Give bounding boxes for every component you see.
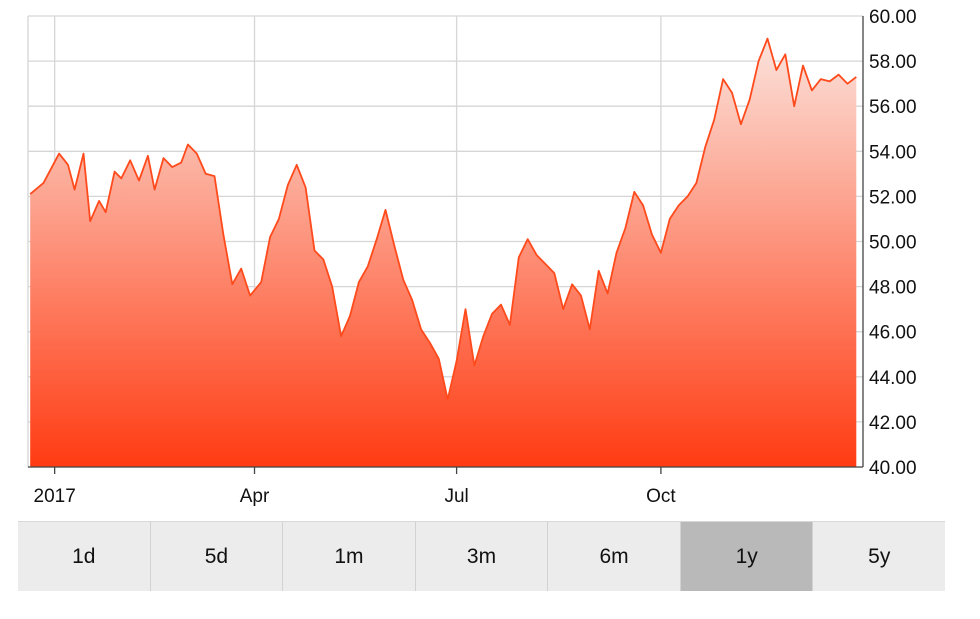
y-tick-label: 46.00 — [869, 323, 917, 344]
x-tick-label: Jul — [444, 486, 468, 507]
y-tick-label: 58.00 — [869, 52, 917, 73]
axes: 60.00 58.00 56.00 54.00 52.00 50.00 48.00 46.00… — [28, 7, 917, 507]
price-chart: 60.00 58.00 56.00 54.00 52.00 50.00 48.00 46.00… — [27, 7, 917, 507]
price-line — [29, 37, 857, 401]
range-6m-button[interactable]: 6m — [548, 522, 681, 591]
range-5d-button[interactable]: 5d — [151, 522, 284, 591]
range-1m-button[interactable]: 1m — [283, 522, 416, 591]
y-tick-label: 52.00 — [869, 187, 917, 208]
price-area-fill — [30, 38, 857, 467]
y-tick-label: 44.00 — [869, 368, 917, 389]
y-tick-label: 54.00 — [869, 142, 917, 163]
range-5y-button[interactable]: 5y — [868, 544, 891, 568]
y-tick-label: 60.00 — [869, 7, 917, 28]
y-tick-label: 56.00 — [869, 97, 917, 118]
range-1d-button[interactable]: 1d — [18, 522, 151, 591]
x-tick-label: 2017 — [34, 486, 76, 507]
range-1y-button[interactable]: 1y — [680, 522, 814, 591]
x-tick-label: Oct — [646, 486, 676, 507]
y-tick-label: 50.00 — [869, 233, 917, 254]
x-tick-label: Apr — [240, 486, 270, 507]
range-3m-button[interactable]: 3m — [416, 522, 549, 591]
range-selector: 1d 5d 1m 3m 6m 1y 5y — [18, 521, 945, 591]
y-tick-label: 42.00 — [869, 413, 917, 434]
price-area — [29, 37, 857, 467]
y-tick-label: 48.00 — [869, 278, 917, 299]
y-tick-label: 40.00 — [869, 458, 917, 479]
